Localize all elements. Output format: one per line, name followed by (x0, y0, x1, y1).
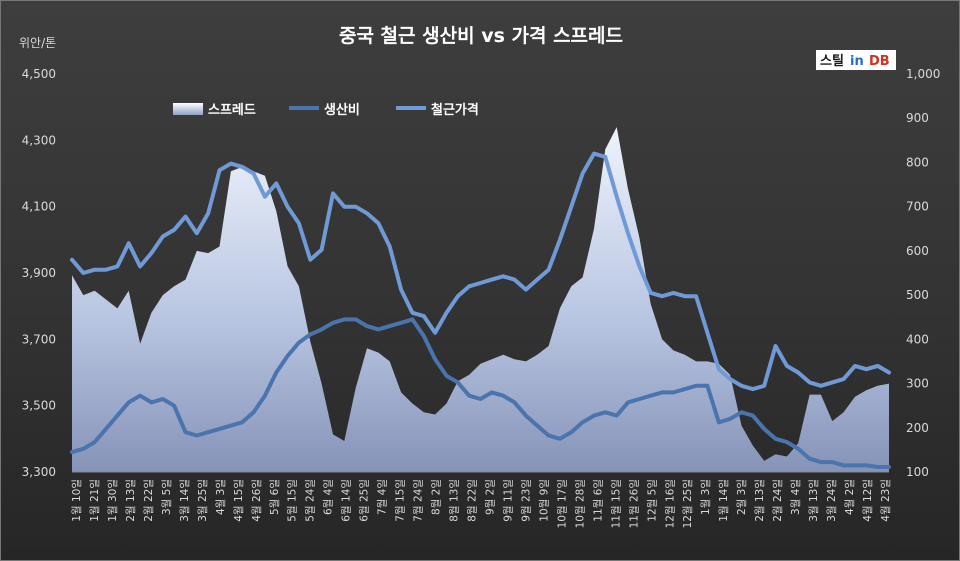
x-tick-label: 3월 24일 (825, 479, 838, 522)
y-left-tick-label: 3,900 (22, 266, 56, 280)
x-tick-label: 1월 3일 (699, 479, 712, 515)
x-tick-label: 9월 11일 (501, 479, 514, 522)
y-right-tick-label: 1,000 (906, 67, 940, 81)
x-tick-label: 2월 24일 (771, 479, 784, 522)
y-right-tick-label: 800 (906, 155, 929, 169)
x-tick-label: 4월 15일 (232, 479, 245, 522)
x-tick-label: 2월 22일 (142, 479, 155, 522)
y-left-ticks: 3,300 3,500 3,700 3,900 4,100 4,300 4,500 (22, 67, 56, 479)
x-tick-label: 8월 2일 (430, 479, 443, 515)
y-right-tick-label: 100 (906, 465, 929, 479)
x-tick-label: 5월 24일 (304, 479, 317, 522)
y-left-tick-label: 4,300 (22, 133, 56, 147)
x-tick-label: 8월 22일 (466, 479, 479, 522)
x-tick-label: 4월 23일 (879, 479, 892, 522)
x-tick-label: 5월 15일 (286, 479, 299, 522)
series-cost-line (70, 317, 891, 469)
x-tick-label: 4월 12일 (861, 479, 874, 522)
x-tick-label: 4월 2일 (843, 479, 856, 515)
x-tick-label: 3월 5일 (160, 479, 173, 515)
logo: 스틸 in DB (816, 50, 896, 70)
x-tick-label: 1월 10일 (70, 479, 83, 522)
logo-part-steel: 스틸 (820, 54, 844, 69)
x-tick-label: 12월 5일 (645, 479, 658, 522)
x-tick-label: 2월 13일 (124, 479, 137, 522)
x-tick-label: 4월 26일 (250, 479, 263, 522)
x-tick-label: 12월 25일 (681, 479, 694, 528)
x-tick-label: 3월 4일 (789, 479, 802, 515)
x-tick-label: 6월 25일 (358, 479, 371, 522)
chart-title: 중국 철근 생산비 vs 가격 스프레드 (339, 25, 623, 47)
legend-label-cost: 생산비 (324, 102, 360, 118)
y-left-tick-label: 4,100 (22, 200, 56, 214)
series-spread-area (72, 127, 889, 472)
x-tick-label: 1월 21일 (88, 479, 101, 522)
x-tick-label: 7월 15일 (394, 479, 407, 522)
y-left-unit: 위안/톤 (19, 36, 56, 50)
x-tick-label: 9월 23일 (519, 479, 532, 522)
x-tick-label: 10월 9일 (537, 479, 550, 522)
x-tick-label: 6월 4일 (322, 479, 335, 515)
legend-label-spread: 스프레드 (208, 103, 256, 118)
x-tick-label: 12월 16일 (663, 479, 676, 528)
x-tick-label: 1월 14일 (717, 479, 730, 522)
x-tick-label: 10월 28일 (573, 479, 586, 528)
y-left-tick-label: 4,500 (22, 67, 56, 81)
y-right-ticks: 100 200 300 400 500 600 700 800 900 1,000 (906, 67, 940, 479)
x-tick-label: 2월 3일 (735, 479, 748, 515)
logo-background (816, 50, 896, 70)
logo-part-in: in (850, 54, 864, 69)
x-axis-labels: 1월 10일 1월 21일 1월 30일 2월 13일 2월 22일 3월 5일 3월 14… (70, 479, 892, 528)
y-left-tick-label: 3,300 (22, 465, 56, 479)
x-tick-label: 9월 2일 (483, 479, 496, 515)
x-tick-label: 11월 15일 (609, 479, 622, 528)
x-tick-label: 11월 26일 (627, 479, 640, 528)
y-right-tick-label: 600 (906, 244, 929, 258)
legend-swatch-spread (173, 103, 203, 115)
logo-part-db: DB (869, 54, 890, 69)
x-tick-label: 3월 14일 (178, 479, 191, 522)
x-tick-label: 10월 17일 (555, 479, 568, 528)
x-tick-label: 6월 14일 (340, 479, 353, 522)
y-right-tick-label: 200 (906, 421, 929, 435)
y-right-tick-label: 300 (906, 377, 929, 391)
x-tick-label: 11월 6일 (591, 479, 604, 522)
x-tick-label: 4월 3일 (214, 479, 227, 515)
x-tick-label: 7월 4일 (376, 479, 389, 515)
x-tick-label: 5월 6일 (268, 479, 281, 515)
y-right-tick-label: 400 (906, 332, 929, 346)
y-right-tick-label: 500 (906, 288, 929, 302)
x-tick-label: 1월 30일 (106, 479, 119, 522)
plot-area (70, 127, 891, 473)
y-left-tick-label: 3,500 (22, 399, 56, 413)
x-tick-label: 3월 13일 (807, 479, 820, 522)
x-tick-label: 8월 13일 (448, 479, 461, 522)
x-tick-label: 7월 24일 (412, 479, 425, 522)
x-tick-label: 3월 25일 (196, 479, 209, 522)
legend: 스프레드 생산비 철근가격 (173, 102, 479, 118)
x-tick-label: 2월 13일 (753, 479, 766, 522)
series-price-line (70, 151, 891, 392)
y-left-tick-label: 3,700 (22, 332, 56, 346)
y-right-tick-label: 700 (906, 200, 929, 214)
legend-label-price: 철근가격 (431, 102, 479, 118)
y-right-tick-label: 900 (906, 111, 929, 125)
